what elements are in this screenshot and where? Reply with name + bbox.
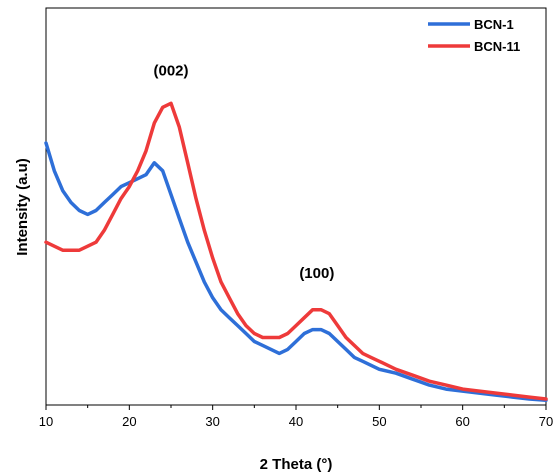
- x-tick-label: 40: [289, 414, 303, 429]
- x-axis-ticks: 10 20 30 40 50 60 70: [39, 405, 553, 429]
- x-tick-label: 70: [539, 414, 553, 429]
- y-axis-title: Intensity (a.u): [14, 158, 31, 256]
- legend-label-bcn-1: BCN-1: [474, 17, 514, 32]
- legend-label-bcn-11: BCN-11: [474, 39, 520, 54]
- x-tick-label: 60: [455, 414, 469, 429]
- x-tick-label: 30: [205, 414, 219, 429]
- peak-label: (100): [299, 265, 334, 282]
- x-tick-label: 10: [39, 414, 53, 429]
- x-axis-title: 2 Theta (°): [260, 456, 333, 473]
- x-tick-label: 50: [372, 414, 386, 429]
- peak-annotations: (002) (100): [153, 62, 334, 281]
- plot-frame: [45, 7, 547, 406]
- x-tick-label: 20: [122, 414, 136, 429]
- series-line-bcn-11: [44, 101, 548, 401]
- legend: BCN-1 BCN-11: [428, 17, 520, 54]
- peak-label: (002): [153, 62, 188, 79]
- series-layer: [44, 101, 548, 402]
- series-line-bcn-1: [44, 141, 548, 402]
